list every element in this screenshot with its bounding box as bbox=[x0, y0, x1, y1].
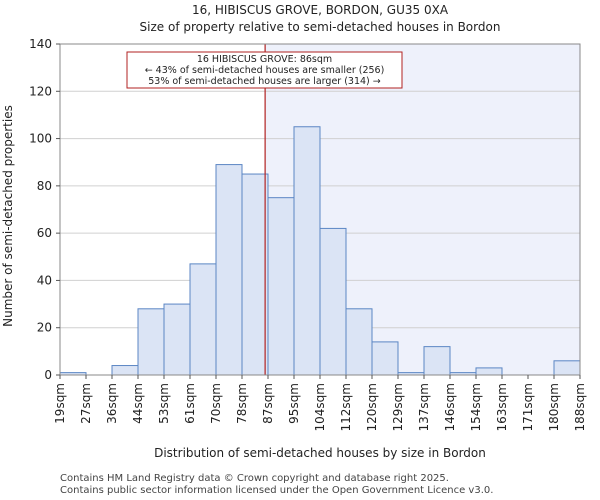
x-axis-ticks: 19sqm 27sqm 36sqm 44sqm 53sqm 61sqm 70sqm 78sqm… bbox=[53, 375, 587, 431]
chart-subtitle: Size of property relative to semi-detach… bbox=[140, 20, 501, 34]
histogram-chart: 0 20 40 60 80 100 120 140 19sqm 27sqm 36sqm 44sqm 5… bbox=[1, 3, 587, 460]
x-tick-label: 95sqm bbox=[287, 383, 301, 424]
bar bbox=[215, 164, 243, 376]
bar bbox=[553, 360, 581, 376]
y-tick-label: 20 bbox=[37, 321, 52, 335]
y-tick-label: 100 bbox=[29, 132, 52, 146]
bar bbox=[475, 367, 503, 376]
annotation-line-1: 16 HIBISCUS GROVE: 86sqm bbox=[197, 54, 332, 65]
annotation-line-2: ← 43% of semi-detached houses are smalle… bbox=[145, 65, 385, 76]
x-tick-label: 19sqm bbox=[53, 383, 67, 424]
bar bbox=[423, 346, 451, 376]
y-axis-label: Number of semi-detached properties bbox=[1, 105, 15, 327]
bar bbox=[111, 365, 139, 376]
bar bbox=[137, 308, 165, 376]
bar bbox=[241, 173, 269, 376]
x-tick-label: 163sqm bbox=[495, 383, 509, 431]
x-tick-label: 53sqm bbox=[157, 383, 171, 424]
bar bbox=[189, 263, 217, 376]
x-tick-label: 27sqm bbox=[79, 383, 93, 424]
bar bbox=[371, 341, 399, 376]
y-axis-ticks: 0 20 40 60 80 100 120 140 bbox=[29, 37, 60, 382]
x-tick-label: 188sqm bbox=[573, 383, 587, 431]
x-tick-label: 146sqm bbox=[443, 383, 457, 431]
x-tick-label: 137sqm bbox=[417, 383, 431, 431]
bar bbox=[163, 303, 191, 376]
y-tick-label: 0 bbox=[44, 368, 52, 382]
x-tick-label: 112sqm bbox=[339, 383, 353, 431]
bar bbox=[293, 126, 321, 376]
x-tick-label: 104sqm bbox=[313, 383, 327, 431]
x-tick-label: 87sqm bbox=[261, 383, 275, 424]
y-tick-label: 120 bbox=[29, 84, 52, 98]
x-tick-label: 61sqm bbox=[183, 383, 197, 424]
y-tick-label: 80 bbox=[37, 179, 52, 193]
annotation-line-3: 53% of semi-detached houses are larger (… bbox=[148, 76, 381, 87]
bar bbox=[345, 308, 373, 376]
x-tick-label: 171sqm bbox=[521, 383, 535, 431]
x-tick-label: 154sqm bbox=[469, 383, 483, 431]
x-tick-label: 129sqm bbox=[391, 383, 405, 431]
x-tick-label: 120sqm bbox=[365, 383, 379, 431]
x-tick-label: 180sqm bbox=[547, 383, 561, 431]
y-tick-label: 140 bbox=[29, 37, 52, 51]
x-axis-label: Distribution of semi-detached houses by … bbox=[154, 446, 486, 460]
x-tick-label: 44sqm bbox=[131, 383, 145, 424]
x-tick-label: 70sqm bbox=[209, 383, 223, 424]
bar bbox=[267, 197, 295, 376]
x-tick-label: 78sqm bbox=[235, 383, 249, 424]
footer-line-1: Contains HM Land Registry data © Crown c… bbox=[60, 473, 449, 484]
chart-title: 16, HIBISCUS GROVE, BORDON, GU35 0XA bbox=[192, 3, 449, 17]
x-tick-label: 36sqm bbox=[105, 383, 119, 424]
bar bbox=[319, 227, 347, 376]
y-tick-label: 60 bbox=[37, 226, 52, 240]
y-tick-label: 40 bbox=[37, 273, 52, 287]
annotation-box: 16 HIBISCUS GROVE: 86sqm ← 43% of semi-d… bbox=[126, 51, 403, 89]
footer-line-2: Contains public sector information licen… bbox=[60, 485, 494, 496]
